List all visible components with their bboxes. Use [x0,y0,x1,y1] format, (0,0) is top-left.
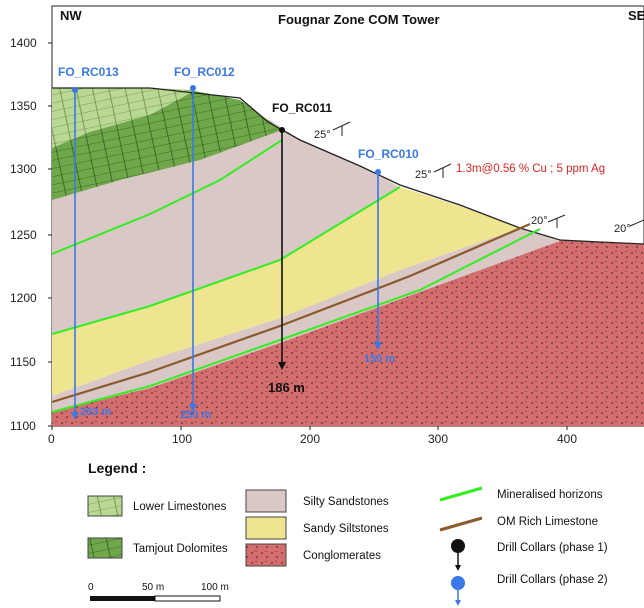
y-tick-label: 1300 [10,162,37,176]
geology-layers [52,85,644,426]
hole-label: FO_RC011 [272,101,332,115]
arrow-head-icon [189,404,197,412]
scale-bar-black [90,596,155,601]
legend-swatch-conglomerates [245,543,287,567]
scale-bar-white [154,595,221,602]
legend-swatch-tamjout-dolomites [87,537,123,559]
x-axis [51,426,568,430]
y-axis [48,42,52,427]
dip-symbols [332,121,644,228]
collar-phase1-icon [451,539,465,553]
hole-label: FO_RC010 [358,147,419,161]
legend-title: Legend : [88,460,146,476]
depth-label: 186 m [268,380,305,395]
mineralised-horizon [52,139,283,255]
x-tick-label: 0 [48,432,55,446]
dip-label: 25° [415,169,432,181]
sandy-siltstone-unit [52,187,520,396]
x-tick-label: 300 [428,432,448,446]
legend-swatch-silty-sandstones [245,489,287,513]
legend-label: Conglomerates [303,550,381,562]
drill-collar-fo-rc011 [279,127,285,133]
drill-collar-fo-rc010 [375,169,381,175]
arrow-head-icon [278,362,286,370]
assay-annotation: 1.3m@0.56 % Cu ; 5 ppm Ag [456,163,605,175]
legend-label: Sandy Siltstones [303,523,389,535]
legend-label: Silty Sandstones [303,496,389,508]
x-tick-label: 400 [557,432,577,446]
legend-swatch-om-limestone [439,516,483,532]
direction-nw: NW [60,8,82,23]
x-tick-label: 100 [172,432,192,446]
y-tick-label: 1250 [10,228,37,242]
topography-line [52,87,644,245]
dip-label: 20° [614,223,631,235]
silty-sandstone-lower [52,228,560,412]
depth-label: 263 m [80,406,111,418]
mineralised-horizon [52,228,541,413]
y-tick-label: 1200 [10,291,37,305]
section-title: Fougnar Zone COM Tower [278,12,440,27]
scale-mid: 50 m [142,582,164,593]
y-tick-label: 1400 [10,36,37,50]
conglomerate-unit [52,240,644,426]
lower-limestone-unit [52,88,196,148]
drill-collar-fo-rc013 [72,87,78,93]
om-rich-limestone [52,222,531,404]
drill-collar-fo-rc012 [190,85,196,91]
legend-label: Mineralised horizons [497,489,603,501]
depth-label: 150 m [364,353,395,365]
legend: Legend : Lower Limestones Tamjout Dolomi… [87,460,608,606]
x-tick-label: 200 [300,432,320,446]
hole-label: FO_RC012 [174,65,235,79]
legend-swatch-lower-limestones [87,495,123,517]
legend-swatch-sandy-siltstones [245,516,287,540]
dip-label: 20° [531,215,548,227]
scale-end: 100 m [201,582,229,593]
legend-label: OM Rich Limestone [497,516,598,528]
depth-label: 250 m [180,409,211,421]
y-tick-label: 1100 [10,419,36,433]
direction-se: SE [628,8,644,23]
arrow-head-icon [374,342,382,350]
arrow-head-icon [71,412,79,420]
scale-zero: 0 [88,582,94,593]
y-tick-label: 1350 [10,99,37,113]
hole-label: FO_RC013 [58,65,119,79]
legend-label: Drill Collars (phase 1) [497,542,608,554]
dip-label: 25° [314,129,331,141]
legend-swatch-mineralised [439,486,483,502]
legend-label: Drill Collars (phase 2) [497,574,608,586]
y-tick-label: 1150 [10,355,36,369]
mineralised-horizon [52,186,401,335]
legend-label: Lower Limestones [133,501,227,513]
collar-phase2-icon [451,576,465,590]
legend-label: Tamjout Dolomites [133,543,228,555]
